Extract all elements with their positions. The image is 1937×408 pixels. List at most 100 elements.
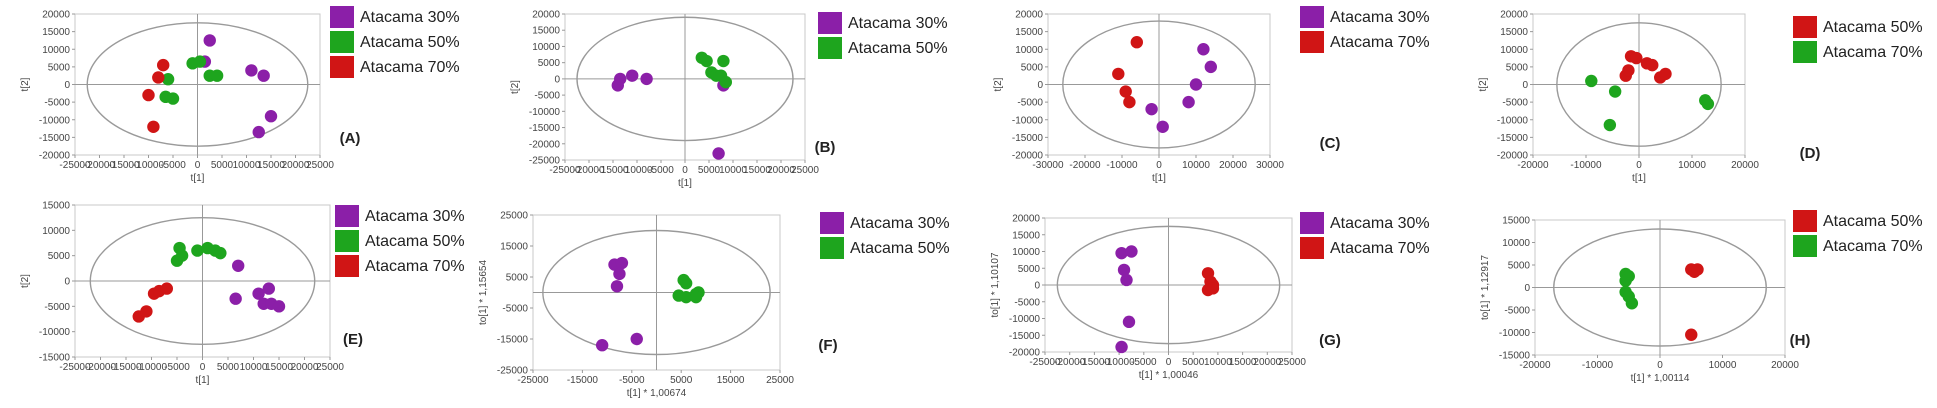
data-point (679, 277, 693, 290)
data-point (700, 54, 713, 68)
legend-swatch (1300, 212, 1324, 234)
legend-label: Atacama 50% (360, 34, 460, 51)
data-point (157, 58, 170, 72)
x-tick-label: 20000 (1219, 160, 1247, 171)
legend-label: Atacama 30% (1330, 9, 1430, 26)
x-tick-label: 0 (1636, 160, 1642, 171)
panel-label: (F) (818, 337, 837, 354)
y-tick-label: -15000 (497, 335, 529, 346)
x-tick-label: 25000 (306, 160, 334, 171)
data-point (1619, 274, 1632, 287)
data-point (717, 54, 730, 68)
data-point (1156, 120, 1169, 133)
y-tick-label: 10000 (42, 226, 70, 237)
y-tick-label: 20000 (42, 10, 70, 21)
data-point (1189, 78, 1203, 91)
y-tick-label: 5000 (506, 273, 529, 284)
y-tick-label: 15000 (1500, 27, 1528, 38)
x-tick-label: -20000 (1069, 160, 1101, 171)
y-tick-label: 0 (1034, 281, 1040, 292)
data-point (191, 244, 204, 257)
x-tick-label: 10000 (1678, 160, 1706, 171)
y-tick-label: 20000 (1012, 214, 1040, 225)
data-point (1115, 340, 1128, 354)
data-point (252, 287, 265, 300)
y-tick-label: -20000 (1009, 348, 1041, 359)
data-point (614, 72, 627, 86)
y-tick-label: 15000 (42, 201, 70, 212)
legend-label: Atacama 30% (360, 9, 460, 26)
x-tick-label: 0 (1156, 160, 1162, 171)
y-tick-label: 10000 (1500, 45, 1528, 56)
x-tick-label: 25000 (316, 362, 344, 373)
y-tick-label: -5000 (1502, 98, 1528, 109)
y-tick-label: 5000 (48, 251, 71, 262)
y-tick-label: 10000 (1012, 247, 1040, 258)
y-tick-label: 0 (554, 74, 560, 85)
y-tick-label: 15000 (500, 242, 528, 253)
x-tick-label: -5000 (648, 165, 674, 176)
legend-swatch (330, 31, 354, 53)
x-tick-label: -5000 (160, 160, 186, 171)
x-tick-label: -25000 (549, 165, 581, 176)
data-point (142, 88, 155, 102)
y-axis-label: to[1] * 1,12917 (1480, 255, 1491, 320)
data-point (1182, 95, 1195, 109)
x-axis-label: t[1] * 1,00046 (1139, 370, 1199, 381)
x-tick-label: 10000 (719, 165, 747, 176)
data-point (630, 332, 643, 346)
legend-label: Atacama 50% (850, 240, 950, 257)
legend-label: Atacama 50% (365, 233, 465, 250)
data-point (1123, 95, 1136, 109)
data-point (272, 300, 286, 313)
x-tick-label: 5000 (1182, 357, 1205, 368)
x-axis-label: t[1] (1632, 173, 1646, 184)
legend-label: Atacama 50% (848, 40, 948, 57)
y-tick-label: 20000 (1500, 10, 1528, 21)
legend-swatch (1300, 31, 1324, 53)
x-tick-label: -10000 (621, 165, 653, 176)
data-point (1206, 282, 1220, 295)
y-axis-label: t[2] (993, 77, 1004, 91)
panel-label: (E) (343, 331, 363, 348)
y-tick-label: 0 (64, 277, 70, 288)
legend-label: Atacama 30% (1330, 215, 1430, 232)
legend-label: Atacama 70% (1823, 44, 1923, 61)
x-tick-label: -10000 (1104, 357, 1136, 368)
data-point (245, 64, 258, 77)
y-tick-label: 25000 (500, 211, 528, 222)
x-tick-label: 15000 (265, 362, 293, 373)
x-tick-label: -20000 (1054, 357, 1086, 368)
panel-label: (G) (1319, 332, 1341, 349)
y-tick-label: 10000 (1015, 45, 1043, 56)
panel-label: (A) (340, 130, 361, 147)
y-tick-label: 15000 (1012, 230, 1040, 241)
x-tick-label: -10000 (136, 362, 168, 373)
chart-panel-8: -20000 -10000 0 10000 20000 -15000 -10000 -5000… (1480, 210, 1923, 384)
y-tick-label: -10000 (529, 107, 561, 118)
y-tick-label: -10000 (39, 327, 71, 338)
data-point (152, 71, 165, 84)
y-axis-label: to[1] * 1,10107 (990, 252, 1001, 317)
x-tick-label: -15000 (110, 362, 142, 373)
x-tick-label: -15000 (1079, 357, 1111, 368)
chart-panel-6: -25000 -15000 -5000 5000 15000 25000 -25000 -15… (478, 211, 950, 400)
x-axis-label: t[1] (191, 173, 205, 184)
panel-label: (H) (1790, 332, 1811, 349)
x-tick-label: 0 (195, 160, 201, 171)
legend-swatch (820, 237, 844, 259)
legend-swatch (335, 205, 359, 227)
y-tick-label: -10000 (39, 115, 71, 126)
y-tick-label: 5000 (48, 62, 71, 73)
data-point (161, 73, 175, 86)
legend-swatch (818, 37, 842, 59)
legend-swatch (1300, 237, 1324, 259)
y-tick-label: 15000 (42, 27, 70, 38)
x-tick-label: -25000 (1029, 357, 1061, 368)
x-axis-label: t[1] * 1,00674 (627, 388, 687, 399)
x-tick-label: 15000 (717, 375, 745, 386)
y-tick-label: -25000 (529, 156, 561, 167)
x-tick-label: 0 (1657, 360, 1663, 371)
y-tick-label: -5000 (502, 304, 528, 315)
y-tick-label: 5000 (1506, 62, 1529, 73)
